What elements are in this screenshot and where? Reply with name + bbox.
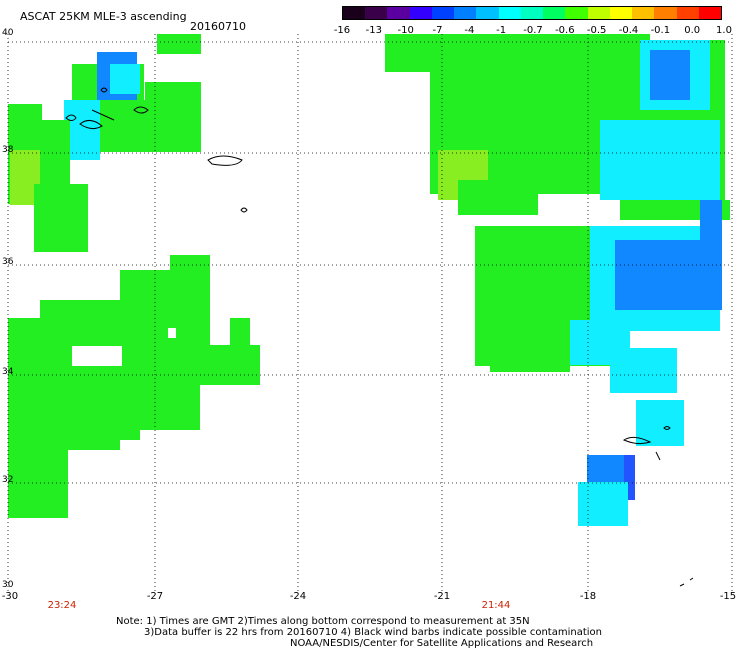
colorbar-segment (365, 7, 388, 19)
y-label-32: 32 (2, 475, 14, 485)
colorbar-segment (498, 7, 521, 19)
colorbar-segment (343, 7, 366, 19)
colorbar-tick-label: -0.5 (586, 25, 607, 36)
y-label-34: 34 (2, 367, 14, 377)
x-label-30w: -30 (1, 591, 19, 602)
colorbar-segment (632, 7, 655, 19)
colorbar-segment (698, 7, 721, 19)
colorbar-segment (476, 7, 499, 19)
gridlines (7, 34, 733, 592)
time-left: 23:24 (47, 600, 77, 611)
x-label-24w: -24 (289, 591, 307, 602)
colorbar-tick-label: -10 (397, 25, 414, 36)
colorbar-tick-label: -0.7 (523, 25, 543, 36)
x-label-18w: -18 (579, 591, 597, 602)
colorbar-tick-label: -7 (432, 25, 443, 36)
colorbar-segment (520, 7, 544, 19)
left-swath (8, 34, 260, 518)
colorbar-segment (431, 7, 455, 19)
colorbar-segment (409, 7, 432, 19)
colorbar-tick-label: -1 (496, 25, 507, 36)
colorbar-segment (454, 7, 477, 19)
colorbar-segment (609, 7, 633, 19)
colorbar-segment (543, 7, 566, 19)
colorbar-tick-label: -0.6 (555, 25, 575, 36)
x-label-21w: -21 (433, 591, 451, 602)
note-line-3: NOAA/NESDIS/Center for Satellite Applica… (290, 638, 594, 649)
colorbar-tick-label: -16 (333, 25, 351, 36)
colorbar-segment (676, 7, 699, 19)
y-label-40: 40 (2, 28, 14, 38)
time-right: 21:44 (481, 600, 511, 611)
islands (65, 87, 694, 587)
colorbar-labels: -16 -13 -10 -7 -4 -1 -0.7 -0.6 -0.5 -0.4 -0.1 0.0 1.… (334, 25, 732, 37)
map-date: 20160710 (190, 20, 246, 33)
y-label-36: 36 (2, 257, 14, 267)
colorbar-tick-label: -0.1 (650, 25, 671, 36)
colorbar-tick-label: 0.0 (684, 25, 701, 36)
colorbar-segment (387, 7, 410, 19)
colorbar-segment (565, 7, 588, 19)
note-line-2: 3)Data buffer is 22 hrs from 20160710 4)… (144, 627, 602, 638)
y-label-30: 30 (2, 580, 14, 590)
note-line-1: Note: 1) Times are GMT 2)Times along bot… (116, 616, 530, 627)
x-label-15w: -15 (719, 591, 737, 602)
colorbar (342, 6, 722, 20)
y-label-38: 38 (2, 145, 14, 155)
colorbar-tick-label: -0.4 (618, 25, 639, 36)
colorbar-tick-label: -4 (464, 25, 475, 36)
map-title: ASCAT 25KM MLE-3 ascending (20, 10, 187, 23)
colorbar-tick-label: -13 (365, 25, 382, 36)
right-swath (385, 34, 730, 526)
colorbar-tick-label: 1.0 (716, 25, 732, 36)
colorbar-segment (587, 7, 610, 19)
colorbar-segment (654, 7, 677, 19)
x-label-27w: -27 (146, 591, 164, 602)
